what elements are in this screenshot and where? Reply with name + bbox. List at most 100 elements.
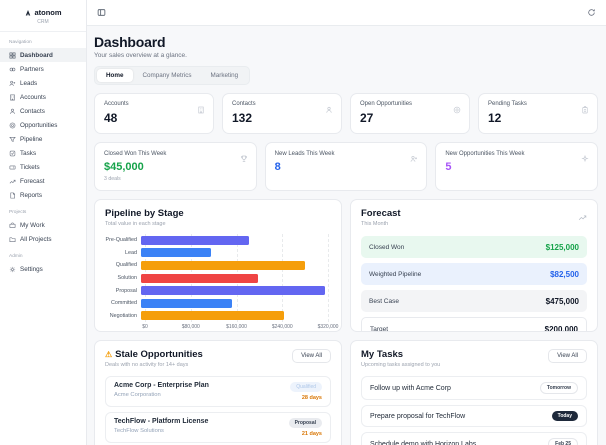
- nav-section-admin: Admin Settings: [0, 254, 86, 276]
- task-item[interactable]: Follow up with Acme Corp Tomorrow: [361, 376, 587, 400]
- forecast-panel: Forecast This Month Closed Won $125,000 …: [350, 199, 598, 332]
- users-icon: [325, 101, 333, 119]
- chart-bar: [141, 311, 285, 321]
- opportunity-age: 21 days: [301, 431, 322, 437]
- building-icon: [9, 94, 16, 101]
- sidebar-item-label: Accounts: [20, 93, 46, 101]
- week-card-label: New Opportunities This Week: [445, 151, 525, 157]
- panel-toggle-icon[interactable]: [97, 8, 106, 17]
- sidebar-item-tasks[interactable]: Tasks: [0, 146, 86, 160]
- charts-row: Pipeline by Stage Total value in each st…: [94, 199, 598, 332]
- opportunity-age: 28 days: [301, 395, 322, 401]
- stat-label: Open Opportunities: [360, 101, 413, 107]
- panel-title: My Tasks: [361, 349, 404, 360]
- chart-category-label: Solution: [117, 275, 137, 282]
- lists-row: ⚠ Stale Opportunities Deals with no acti…: [94, 340, 598, 445]
- panel-subtitle: Upcoming tasks assigned to you: [361, 362, 441, 368]
- pipeline-by-stage-panel: Pipeline by Stage Total value in each st…: [94, 199, 342, 332]
- forecast-row-closed-won: Closed Won $125,000: [361, 236, 587, 258]
- sidebar-item-leads[interactable]: Leads: [0, 76, 86, 90]
- sidebar-item-contacts[interactable]: Contacts: [0, 104, 86, 118]
- view-all-button[interactable]: View All: [292, 349, 331, 363]
- check-square-icon: [9, 150, 16, 157]
- chart-category-label: Negotiation: [109, 312, 137, 319]
- task-title: Follow up with Acme Corp: [370, 384, 451, 392]
- sidebar-item-label: Settings: [20, 265, 43, 273]
- sidebar-item-label: My Work: [20, 221, 45, 229]
- nav-section-projects: Projects My Work All Projects: [0, 210, 86, 246]
- nav-section-label: Admin: [9, 254, 23, 259]
- panel-subtitle: Deals with no activity for 14+ days: [105, 362, 189, 368]
- sidebar-item-label: Dashboard: [20, 51, 53, 59]
- week-card-sub: 3 deals: [104, 176, 121, 182]
- pipeline-chart-plot: Pre-Qualified Lead Qualified Solution Propos…: [105, 234, 331, 322]
- due-badge: Tomorrow: [539, 382, 578, 394]
- sidebar-item-partners[interactable]: Partners: [0, 62, 86, 76]
- sidebar: atonom CRM Navigation Dashboard Partners…: [0, 0, 87, 445]
- chart-bar-row: Negotiation: [105, 310, 331, 323]
- stat-value: 12: [488, 111, 502, 125]
- view-all-button[interactable]: View All: [548, 349, 587, 363]
- week-card-new-leads: New Leads This Week 8: [264, 142, 428, 191]
- opportunity-title: TechFlow - Platform License: [114, 418, 209, 425]
- chart-category-label: Pre-Qualified: [105, 237, 137, 244]
- partners-icon: [9, 66, 16, 73]
- chart-category-label: Proposal: [115, 287, 137, 294]
- trend-icon: [9, 178, 16, 185]
- my-tasks-panel: My Tasks Upcoming tasks assigned to you …: [350, 340, 598, 445]
- sidebar-item-tickets[interactable]: Tickets: [0, 160, 86, 174]
- opportunity-item[interactable]: TechFlow - Platform License TechFlow Sol…: [105, 412, 331, 443]
- panel-title-text: Stale Opportunities: [115, 349, 203, 360]
- user-plus-icon: [410, 150, 418, 168]
- stat-label: Contacts: [232, 101, 256, 107]
- list-header: ⚠ Stale Opportunities Deals with no acti…: [105, 349, 331, 368]
- nav-section-navigation: Navigation Dashboard Partners Leads Acco…: [0, 40, 86, 202]
- sidebar-item-label: Contacts: [20, 107, 45, 115]
- pipeline-chart: Pre-Qualified Lead Qualified Solution Propos…: [105, 234, 338, 331]
- sidebar-item-accounts[interactable]: Accounts: [0, 90, 86, 104]
- logo-icon: [24, 9, 32, 17]
- sidebar-item-label: Leads: [20, 79, 38, 87]
- week-card-label: Closed Won This Week: [104, 151, 167, 157]
- sidebar-item-pipeline[interactable]: Pipeline: [0, 132, 86, 146]
- tab-home[interactable]: Home: [97, 69, 133, 82]
- chart-bar: [141, 298, 232, 308]
- nav-section-label: Navigation: [9, 40, 32, 45]
- sidebar-item-settings[interactable]: Settings: [0, 262, 86, 276]
- stat-value: 48: [104, 111, 118, 125]
- chart-bar-row: Pre-Qualified: [105, 234, 331, 247]
- folder-icon: [9, 236, 16, 243]
- task-title: Schedule demo with Horizon Labs: [370, 440, 477, 445]
- stage-badge: Proposal: [288, 418, 322, 428]
- opportunity-item[interactable]: Acme Corp - Enterprise Plan Acme Corpora…: [105, 376, 331, 407]
- chart-bar: [141, 260, 305, 270]
- refresh-icon[interactable]: [587, 8, 596, 17]
- sidebar-item-dashboard[interactable]: Dashboard: [0, 48, 86, 62]
- chart-bar: [141, 273, 258, 283]
- forecast-value: $475,000: [545, 296, 579, 306]
- task-item[interactable]: Schedule demo with Horizon Labs Feb 25: [361, 432, 587, 445]
- sidebar-item-forecast[interactable]: Forecast: [0, 174, 86, 188]
- stat-label: Accounts: [104, 101, 129, 107]
- chart-x-axis: $0 $80,000 $160,000 $240,000 $320,000: [142, 324, 338, 331]
- forecast-row-best-case: Best Case $475,000: [361, 290, 587, 312]
- task-item[interactable]: Prepare proposal for TechFlow Today: [361, 405, 587, 427]
- sidebar-item-opportunities[interactable]: Opportunities: [0, 118, 86, 132]
- stat-card-contacts: Contacts 132: [222, 93, 342, 134]
- list-header: My Tasks Upcoming tasks assigned to you …: [361, 349, 587, 368]
- forecast-value: $125,000: [545, 242, 579, 252]
- sidebar-item-label: Tasks: [20, 149, 37, 157]
- week-card-closed-won: Closed Won This Week $45,000 3 deals: [94, 142, 257, 191]
- sidebar-item-all-projects[interactable]: All Projects: [0, 232, 86, 246]
- chart-bar: [141, 248, 212, 258]
- forecast-row-target: Target $200,000: [361, 317, 587, 331]
- chart-x-tick: $80,000: [181, 324, 200, 331]
- task-title: Prepare proposal for TechFlow: [370, 412, 466, 420]
- sidebar-item-my-work[interactable]: My Work: [0, 218, 86, 232]
- opportunity-company: Acme Corporation: [114, 392, 161, 398]
- topbar: [87, 0, 606, 26]
- sidebar-item-reports[interactable]: Reports: [0, 188, 86, 202]
- tab-marketing[interactable]: Marketing: [210, 72, 239, 79]
- tab-company-metrics[interactable]: Company Metrics: [142, 72, 192, 79]
